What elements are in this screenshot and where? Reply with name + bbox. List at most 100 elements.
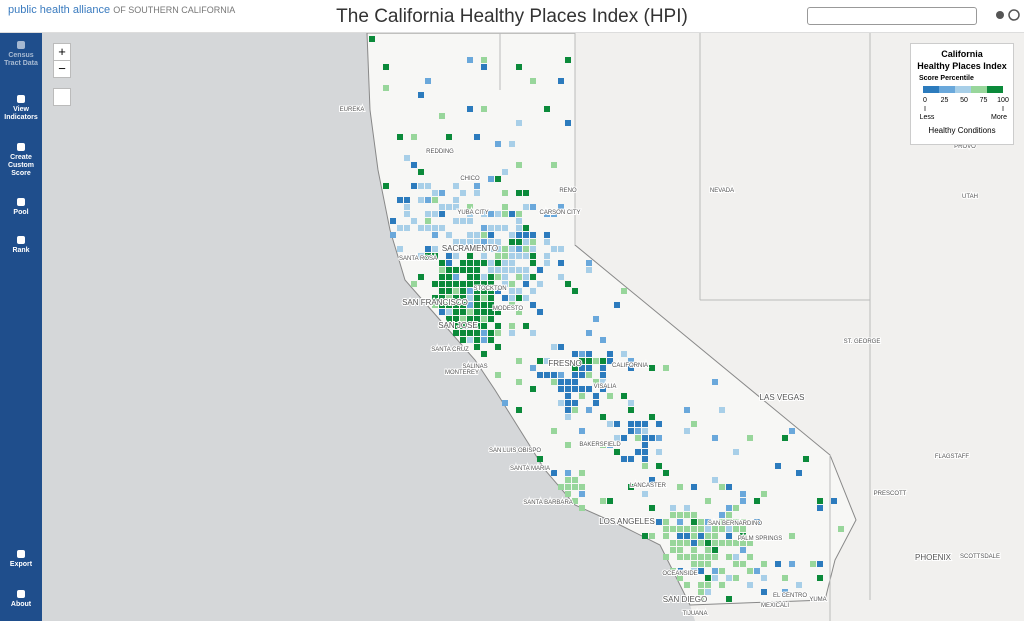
tract-square <box>705 540 711 546</box>
place-label: EUREKA <box>340 107 365 113</box>
tract-square <box>467 316 473 322</box>
place-label: OCEANSIDE <box>662 571 697 577</box>
tract-square <box>418 253 424 259</box>
tract-square <box>488 316 494 322</box>
sidebar-button[interactable]: Census Tract Data <box>0 41 42 68</box>
tract-square <box>656 463 662 469</box>
tract-square <box>572 372 578 378</box>
tract-square <box>761 491 767 497</box>
tract-square <box>474 302 480 308</box>
tract-square <box>628 365 634 371</box>
tract-square <box>600 414 606 420</box>
tract-square <box>782 575 788 581</box>
sidebar-button[interactable]: Export <box>0 550 42 569</box>
sidebar-label: Create Custom Score <box>7 154 35 177</box>
tract-square <box>439 274 445 280</box>
tract-square <box>600 386 606 392</box>
tract-square <box>698 596 704 602</box>
tract-square <box>719 484 725 490</box>
tract-square <box>684 505 690 511</box>
tract-square <box>691 421 697 427</box>
tract-square <box>677 484 683 490</box>
tract-square <box>432 281 438 287</box>
tract-square <box>551 162 557 168</box>
tract-square <box>642 421 648 427</box>
zoom-in[interactable]: + <box>53 43 71 61</box>
sidebar-button[interactable]: Create Custom Score <box>0 143 42 178</box>
tract-square <box>502 281 508 287</box>
tract-square <box>474 183 480 189</box>
tract-square <box>572 365 578 371</box>
tract-square <box>481 57 487 63</box>
tract-square <box>726 596 732 602</box>
tract-square <box>565 414 571 420</box>
tract-square <box>740 526 746 532</box>
tract-square <box>558 484 564 490</box>
sidebar-button[interactable]: Pool <box>0 198 42 217</box>
place-label: SALINAS <box>462 364 487 370</box>
tract-square <box>726 519 732 525</box>
tract-square <box>677 526 683 532</box>
sidebar-button[interactable]: About <box>0 590 42 609</box>
tract-square <box>663 519 669 525</box>
tract-square <box>481 302 487 308</box>
tract-square <box>544 358 550 364</box>
tract-square <box>502 260 508 266</box>
tract-square <box>495 211 501 217</box>
tract-square <box>467 288 473 294</box>
tract-square <box>565 379 571 385</box>
tract-square <box>411 134 417 140</box>
place-label: SAN DIEGO <box>663 595 707 604</box>
tract-square <box>579 372 585 378</box>
tract-square <box>509 239 515 245</box>
search-box[interactable] <box>807 7 977 25</box>
tract-square <box>656 435 662 441</box>
tract-square <box>460 288 466 294</box>
basemap-button[interactable] <box>53 88 71 106</box>
sidebar-button[interactable]: Rank <box>0 236 42 255</box>
tract-square <box>467 253 473 259</box>
tract-square <box>810 561 816 567</box>
tract-square <box>712 575 718 581</box>
tract-square <box>614 421 620 427</box>
tract-square <box>516 267 522 273</box>
tract-square <box>516 120 522 126</box>
tract-square <box>719 540 725 546</box>
place-label: SAN BERNARDINO <box>708 521 762 527</box>
sidebar-button[interactable]: View Indicators <box>0 95 42 122</box>
settings-help[interactable] <box>995 8 1021 22</box>
tract-square <box>425 253 431 259</box>
tract-square <box>726 484 732 490</box>
logo[interactable]: public health alliance OF SOUTHERN CALIF… <box>8 4 235 16</box>
tract-square <box>474 260 480 266</box>
tract-square <box>446 309 452 315</box>
tract-square <box>733 575 739 581</box>
tract-square <box>663 470 669 476</box>
tract-square <box>509 141 515 147</box>
tract-square <box>446 260 452 266</box>
tract-square <box>530 78 536 84</box>
tract-square <box>621 435 627 441</box>
tract-square <box>516 239 522 245</box>
tract-square <box>488 267 494 273</box>
tract-square <box>726 512 732 518</box>
tract-square <box>404 211 410 217</box>
tract-square <box>607 351 613 357</box>
tract-square <box>495 274 501 280</box>
tract-square <box>516 379 522 385</box>
tract-square <box>726 554 732 560</box>
tract-square <box>523 295 529 301</box>
tract-square <box>530 302 536 308</box>
tract-square <box>803 456 809 462</box>
tract-square <box>789 561 795 567</box>
map[interactable]: EUREKA REDDING CHICO RENO YUBA CITY CARSON CI… <box>42 33 1024 621</box>
tract-square <box>719 407 725 413</box>
zoom-out[interactable]: − <box>53 60 71 78</box>
tract-square <box>551 211 557 217</box>
tract-square <box>425 225 431 231</box>
place-label: CARSON CITY <box>539 210 580 216</box>
tract-square <box>425 183 431 189</box>
tract-square <box>635 435 641 441</box>
tract-square <box>565 407 571 413</box>
tract-square <box>516 246 522 252</box>
